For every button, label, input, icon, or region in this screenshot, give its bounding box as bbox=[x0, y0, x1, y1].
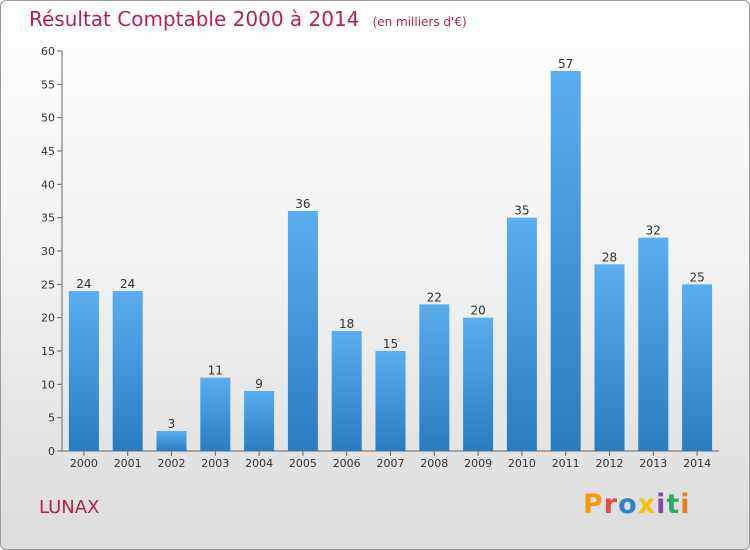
bar-value-label: 25 bbox=[689, 270, 704, 284]
y-tick-label: 45 bbox=[41, 145, 55, 158]
bar-value-label: 18 bbox=[339, 317, 354, 331]
y-tick-label: 50 bbox=[41, 112, 55, 125]
bar-value-label: 22 bbox=[427, 290, 442, 304]
bar bbox=[331, 331, 362, 451]
bar-value-label: 15 bbox=[383, 337, 398, 351]
bar-value-label: 28 bbox=[602, 250, 617, 264]
x-tick-label: 2014 bbox=[683, 457, 711, 470]
y-tick-label: 0 bbox=[48, 445, 55, 458]
place-name: LUNAX bbox=[39, 497, 100, 518]
x-tick-label: 2012 bbox=[596, 457, 624, 470]
chart-header: Résultat Comptable 2000 à 2014 (en milli… bbox=[29, 7, 467, 31]
x-tick-label: 2007 bbox=[377, 457, 405, 470]
bar-value-label: 24 bbox=[76, 277, 91, 291]
x-tick-label: 2013 bbox=[639, 457, 667, 470]
brand-letter: P bbox=[583, 489, 604, 520]
bar-value-label: 9 bbox=[255, 377, 263, 391]
bar-value-label: 32 bbox=[646, 224, 661, 238]
bar-value-label: 36 bbox=[295, 197, 310, 211]
bar-value-label: 3 bbox=[168, 417, 176, 431]
x-tick-label: 2001 bbox=[114, 457, 142, 470]
bar bbox=[594, 264, 625, 451]
bar-value-label: 57 bbox=[558, 57, 573, 71]
y-tick-label: 25 bbox=[41, 278, 55, 291]
bar bbox=[375, 351, 406, 451]
x-tick-label: 2002 bbox=[158, 457, 186, 470]
bar bbox=[112, 291, 143, 451]
brand-letter: r bbox=[603, 489, 619, 520]
brand-letter: i bbox=[656, 489, 667, 520]
y-tick-label: 55 bbox=[41, 78, 55, 91]
brand-letter: x bbox=[637, 489, 657, 520]
bar bbox=[244, 391, 275, 451]
bar bbox=[463, 317, 494, 451]
bar bbox=[287, 211, 318, 451]
x-tick-label: 2011 bbox=[552, 457, 580, 470]
y-tick-label: 30 bbox=[41, 245, 55, 258]
y-tick-label: 10 bbox=[41, 378, 55, 391]
x-tick-label: 2004 bbox=[245, 457, 273, 470]
y-tick-label: 60 bbox=[41, 45, 55, 58]
brand-letter: o bbox=[618, 489, 638, 520]
brand-letter: i bbox=[680, 489, 691, 520]
chart-subtitle: (en milliers d'€) bbox=[372, 15, 467, 29]
x-tick-label: 2000 bbox=[70, 457, 98, 470]
y-tick-label: 40 bbox=[41, 178, 55, 191]
x-tick-label: 2003 bbox=[201, 457, 229, 470]
brand-letter: t bbox=[666, 489, 681, 520]
bar bbox=[638, 237, 669, 451]
bar bbox=[156, 431, 187, 451]
bar-value-label: 35 bbox=[514, 204, 529, 218]
bar-value-label: 24 bbox=[120, 277, 135, 291]
bar bbox=[682, 284, 713, 451]
bar bbox=[506, 217, 537, 451]
bar-value-label: 20 bbox=[470, 304, 485, 318]
x-tick-label: 2005 bbox=[289, 457, 317, 470]
y-tick-label: 20 bbox=[41, 312, 55, 325]
x-tick-label: 2009 bbox=[464, 457, 492, 470]
bar bbox=[200, 377, 231, 451]
bar bbox=[419, 304, 450, 451]
x-tick-label: 2010 bbox=[508, 457, 536, 470]
bar-value-label: 11 bbox=[208, 364, 223, 378]
bar bbox=[68, 291, 99, 451]
y-tick-label: 15 bbox=[41, 345, 55, 358]
y-tick-label: 35 bbox=[41, 212, 55, 225]
y-tick-label: 5 bbox=[48, 412, 55, 425]
brand-logo: Proxiti bbox=[583, 489, 691, 520]
chart-title: Résultat Comptable 2000 à 2014 bbox=[29, 7, 360, 31]
x-tick-label: 2008 bbox=[420, 457, 448, 470]
bar bbox=[550, 71, 581, 451]
x-tick-label: 2006 bbox=[333, 457, 361, 470]
